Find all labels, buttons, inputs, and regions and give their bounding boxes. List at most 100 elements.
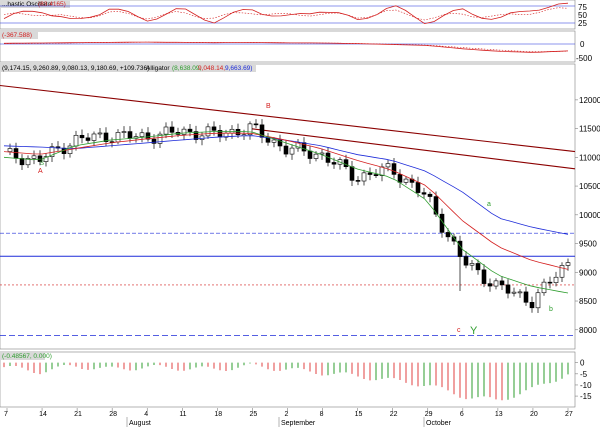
candle-down — [475, 263, 481, 271]
mfi-header — [0, 31, 38, 39]
candle-down — [463, 256, 469, 266]
candle-up — [91, 133, 97, 141]
price-tick-label: 10000 — [579, 211, 600, 220]
x-tick-label: 15 — [355, 411, 363, 418]
ao-tick-label: -10 — [580, 381, 592, 390]
candle-down — [307, 150, 313, 159]
stochastic-tick-75: 75 — [578, 3, 587, 12]
price-tick-label: 8000 — [579, 326, 597, 335]
price-ohlc: (9,174.15, 9,260.89, 9,080.13, 9,180.69,… — [2, 65, 149, 72]
candle-up — [541, 281, 547, 294]
x-tick-label: 14 — [39, 411, 47, 418]
candle-down — [373, 174, 379, 176]
candle-up — [313, 153, 319, 159]
candle-down — [355, 180, 361, 182]
price-tick-label: 8500 — [579, 297, 597, 306]
candle-down — [193, 131, 199, 140]
price-tick-label: 12000 — [579, 96, 600, 105]
candle-up — [157, 133, 163, 144]
candle-up — [553, 276, 559, 283]
month-september: September — [281, 420, 316, 427]
candle-up — [7, 148, 13, 152]
candle-down — [85, 137, 91, 141]
candle-down — [421, 192, 427, 195]
candle-up — [559, 265, 565, 278]
alligator-teeth-value: 9,048.14, — [198, 65, 225, 72]
candle-up — [319, 152, 325, 155]
annotation-A: A — [38, 168, 43, 175]
candle-down — [211, 126, 217, 131]
price-axis: 12000 11500 11000 10500 10000 9500 9000 8500 800… — [575, 96, 600, 335]
mfi-signal-line — [3, 41, 569, 52]
candle-down — [253, 123, 259, 126]
month-august: August — [129, 420, 151, 427]
candle-up — [403, 178, 409, 183]
x-tick-label: 25 — [249, 411, 257, 418]
candle-down — [13, 148, 19, 159]
candle-up — [181, 128, 187, 135]
mfi-panel: (-367.588) 0 -500 — [0, 30, 593, 63]
ao-panel: (-0.48567, 0.000) 0 -5 -10 -15 — [0, 351, 592, 408]
candle-down — [331, 162, 337, 165]
candle-down — [523, 291, 529, 303]
price-tick-label: 9500 — [579, 240, 597, 249]
candle-up — [289, 147, 295, 155]
candle-down — [445, 232, 451, 238]
mfi-tick-0: 0 — [580, 40, 585, 49]
annotation-a: a — [487, 201, 491, 208]
x-tick-label: 29 — [425, 411, 433, 418]
annotation-b: b — [549, 306, 553, 313]
candle-up — [31, 155, 37, 159]
ao-header — [0, 352, 45, 360]
ao-tick-label: -5 — [580, 370, 588, 379]
candle-down — [415, 182, 421, 193]
price-tick-label: 11500 — [579, 125, 600, 134]
candle-up — [493, 280, 499, 287]
x-tick-label: 22 — [390, 411, 398, 418]
stochastic-k-line — [3, 2, 569, 25]
candle-down — [397, 174, 403, 183]
candle-down — [433, 196, 439, 215]
candle-down — [451, 236, 457, 242]
x-tick-label: 28 — [109, 411, 117, 418]
ao-histogram — [3, 362, 569, 401]
candle-down — [187, 128, 193, 132]
x-tick-label: 11 — [179, 411, 186, 418]
candle-up — [535, 292, 541, 309]
stochastic-tick-50: 50 — [578, 11, 587, 20]
stochastic-d-line — [3, 7, 569, 21]
price-tick-label: 11000 — [579, 153, 600, 162]
trendline — [249, 128, 576, 170]
x-tick-label: 21 — [74, 411, 82, 418]
mfi-value: (-367.588) — [2, 32, 32, 39]
x-tick-label: 18 — [214, 411, 222, 418]
candle-up — [511, 291, 517, 294]
x-tick-label: 27 — [565, 411, 573, 418]
stochastic-panel: ...hastic Oscillator (83.4165) 75 50 25 — [0, 0, 587, 30]
ao-tick-label: 0 — [580, 359, 585, 368]
alligator-jaw-value: 9,663.69) — [225, 65, 252, 72]
horizontal-levels — [0, 232, 575, 336]
alligator-label: Alligator — [146, 65, 170, 72]
candle-down — [283, 145, 289, 155]
alligator-lips-line — [3, 131, 569, 294]
candle-down — [547, 281, 553, 284]
x-tick-label: 20 — [530, 411, 538, 418]
x-tick-label: 4 — [144, 411, 148, 418]
price-panel: (9,174.15, 9,260.89, 9,080.13, 9,180.69,… — [0, 63, 600, 350]
price-tick-label: 9000 — [579, 268, 597, 277]
candle-down — [505, 284, 511, 294]
alligator-lips-value: (8,638.09, — [172, 65, 201, 72]
candle-up — [517, 291, 523, 294]
candle-down — [79, 134, 85, 139]
candle-down — [367, 172, 373, 175]
stochastic-header — [0, 0, 70, 8]
mfi-tick-500: -500 — [576, 54, 593, 63]
candle-down — [151, 138, 157, 144]
annotation-Y: Y — [470, 325, 478, 337]
candle-up — [385, 163, 391, 168]
trendlines — [0, 84, 576, 170]
candle-up — [565, 262, 571, 266]
